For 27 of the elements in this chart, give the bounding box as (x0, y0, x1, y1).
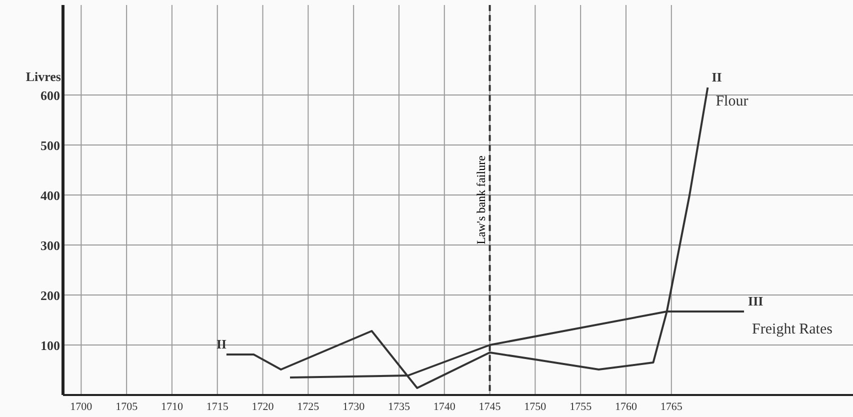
y-tick-label: 400 (40, 188, 60, 203)
y-tick-label: 200 (40, 288, 60, 303)
x-tick-label: 1730 (342, 401, 366, 413)
x-tick-label: 1745 (478, 401, 502, 413)
y-axis-title: Livres (26, 69, 61, 84)
x-tick-label: 1715 (206, 401, 229, 413)
annotation: II (712, 70, 722, 84)
x-tick-label: 1710 (160, 401, 184, 413)
y-tick-label: 500 (40, 138, 60, 153)
y-tick-label: 300 (40, 238, 60, 253)
y-tick-label: 600 (40, 88, 60, 103)
x-tick-label: 1705 (116, 401, 138, 413)
series-label: Freight Rates (752, 322, 833, 338)
x-tick-label: 1720 (252, 401, 274, 413)
x-tick-label: 1700 (70, 401, 93, 413)
series-label: Flour (716, 94, 748, 110)
annotation: II (216, 336, 227, 352)
annotation: III (748, 294, 764, 308)
ref-line-label: Law's bank failure (474, 156, 488, 244)
x-tick-label: 1760 (614, 401, 638, 413)
x-tick-label: 1755 (570, 401, 592, 413)
y-tick-label: 100 (40, 338, 60, 353)
x-tick-label: 1735 (388, 401, 410, 413)
x-tick-label: 1750 (524, 401, 547, 413)
x-tick-label: 1765 (660, 401, 683, 413)
x-tick-label: 1740 (433, 401, 456, 413)
x-tick-label: 1725 (297, 401, 320, 413)
